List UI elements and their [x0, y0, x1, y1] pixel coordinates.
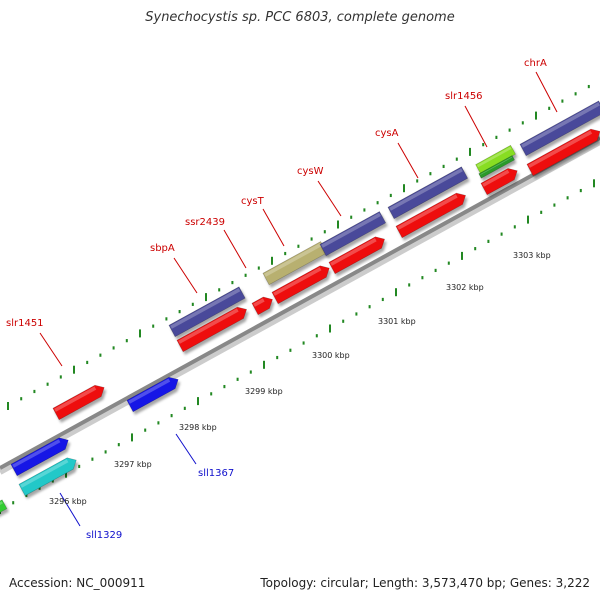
tick-row-top: [7, 84, 590, 410]
gene-label-sll1367[interactable]: sll1367: [198, 468, 234, 479]
tick-row-bottom: [0, 179, 595, 514]
gene-slr1456-upper[interactable]: [475, 144, 516, 174]
gene-cysA[interactable]: [387, 166, 469, 220]
gene-sll1329-blue[interactable]: [10, 437, 69, 477]
gene-edge-green[interactable]: [0, 499, 8, 515]
gene-cysT-red[interactable]: [271, 265, 330, 305]
gene-label-cysA[interactable]: cysA: [375, 128, 399, 139]
gene-sll1329[interactable]: [18, 457, 77, 497]
topology-text: Topology: circular; Length: 3,573,470 bp…: [260, 576, 590, 590]
kbp-label-3303: 3303 kbp: [513, 251, 551, 260]
gene-slr1451[interactable]: [52, 384, 105, 421]
gene-label-sll1329[interactable]: sll1329: [86, 530, 122, 541]
gene-cysW[interactable]: [319, 211, 387, 257]
kbp-label-3301: 3301 kbp: [378, 317, 416, 326]
backbone-shadow: [0, 139, 600, 475]
gene-label-slr1456[interactable]: slr1456: [445, 91, 483, 102]
gene-label-sbpA[interactable]: sbpA: [150, 243, 175, 254]
gene-cysW-red[interactable]: [328, 236, 385, 275]
gene-label-cysW[interactable]: cysW: [297, 166, 324, 177]
kbp-label-3296: 3296 kbp: [49, 497, 87, 506]
gene-sll1367[interactable]: [126, 376, 179, 413]
gene-cysA-red[interactable]: [395, 192, 466, 239]
kbp-label-3297: 3297 kbp: [114, 460, 152, 469]
gene-ssr2439[interactable]: [251, 296, 273, 316]
gene-chrA[interactable]: [519, 100, 600, 157]
gene-label-slr1451[interactable]: slr1451: [6, 318, 44, 329]
gene-label-cysT[interactable]: cysT: [241, 196, 265, 207]
gene-slr1451-frame[interactable]: [168, 286, 246, 338]
gene-chrA-red[interactable]: [526, 128, 600, 177]
kbp-label-3302: 3302 kbp: [446, 283, 484, 292]
gene-slr1456-lower[interactable]: [478, 155, 515, 179]
gene-slr1456-red[interactable]: [480, 168, 518, 196]
gene-features: [0, 100, 600, 515]
gene-sbpA[interactable]: [176, 306, 247, 353]
gene-label-chrA[interactable]: chrA: [524, 58, 547, 69]
kbp-label-3300: 3300 kbp: [312, 351, 350, 360]
gene-label-ssr2439[interactable]: ssr2439: [185, 217, 225, 228]
kbp-label-3298: 3298 kbp: [179, 423, 217, 432]
map-title: Synechocystis sp. PCC 6803, complete gen…: [145, 10, 455, 25]
accession-text: Accession: NC_000911: [9, 576, 146, 590]
kbp-label-3299: 3299 kbp: [245, 387, 283, 396]
backbone: [0, 136, 600, 470]
callout-lines: [39, 71, 558, 527]
